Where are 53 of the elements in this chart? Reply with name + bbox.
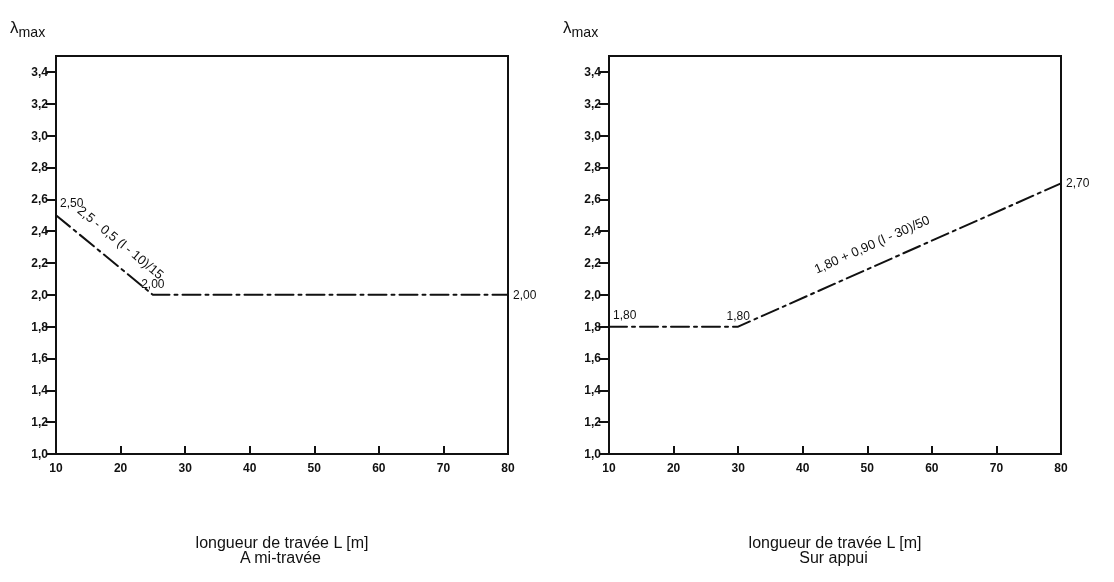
y-tick-label: 1,6 xyxy=(584,351,602,366)
annotation: 1,80 + 0,90 (l - 30)/50 xyxy=(811,212,932,277)
y-tick-label: 1,0 xyxy=(31,447,49,461)
y-tick-label: 2,6 xyxy=(31,192,49,207)
y-tick-label: 3,0 xyxy=(584,128,602,143)
x-tick-label: 60 xyxy=(925,461,939,475)
data-label: 1,80 xyxy=(613,307,637,322)
data-label: 2,00 xyxy=(513,287,537,302)
x-tick-label: 50 xyxy=(307,461,322,475)
y-tick-label: 3,0 xyxy=(31,128,49,143)
y-tick-label: 3,4 xyxy=(31,64,49,79)
y-tick-label: 2,6 xyxy=(584,192,602,207)
x-tick-label: 40 xyxy=(796,461,810,475)
x-tick-label: 10 xyxy=(602,461,616,475)
y-tick-label: 3,2 xyxy=(31,96,49,111)
data-label: 1,80 xyxy=(726,308,751,323)
x-axis-title: longueur de travée L [m] xyxy=(195,533,369,551)
x-tick-label: 80 xyxy=(501,461,515,475)
y-tick-label: 1,8 xyxy=(584,319,602,334)
y-tick-label: 3,2 xyxy=(584,96,602,111)
x-tick-label: 20 xyxy=(666,461,681,475)
y-tick-label: 2,8 xyxy=(31,160,49,175)
y-tick-label: 2,0 xyxy=(31,287,49,302)
x-tick-label: 70 xyxy=(989,461,1004,475)
text: Sur appui xyxy=(799,548,868,566)
x-tick-label: 40 xyxy=(243,461,257,475)
x-tick-label: 80 xyxy=(1054,461,1068,475)
x-tick-label: 20 xyxy=(113,461,128,475)
y-tick-label: 3,4 xyxy=(584,64,602,79)
x-tick-label: 50 xyxy=(860,461,875,475)
x-axis-title: longueur de travée L [m] xyxy=(748,533,922,551)
data-label: 2,70 xyxy=(1066,176,1090,191)
text: A mi-travée xyxy=(240,548,322,566)
y-axis-title: λ$_{max}$ xyxy=(10,18,46,41)
y-tick-label: 1,0 xyxy=(584,447,602,461)
y-axis-title: λ$_{max}$ xyxy=(563,18,599,41)
y-tick-label: 1,2 xyxy=(31,415,49,430)
y-tick-label: 1,8 xyxy=(31,319,49,334)
x-tick-label: 70 xyxy=(436,461,451,475)
y-tick-label: 2,2 xyxy=(31,255,49,270)
y-tick-label: 1,4 xyxy=(584,383,602,398)
y-tick-label: 1,6 xyxy=(31,351,49,366)
x-tick-label: 30 xyxy=(178,461,193,475)
y-tick-label: 2,8 xyxy=(584,160,602,175)
y-tick-label: 2,4 xyxy=(31,224,49,239)
y-tick-label: 2,4 xyxy=(584,224,602,239)
x-tick-label: 60 xyxy=(372,461,386,475)
y-tick-label: 2,2 xyxy=(584,255,602,270)
y-tick-label: 1,2 xyxy=(584,415,602,430)
x-tick-label: 10 xyxy=(49,461,63,475)
x-tick-label: 30 xyxy=(731,461,746,475)
y-tick-label: 2,0 xyxy=(584,287,602,302)
y-tick-label: 1,4 xyxy=(31,383,49,398)
